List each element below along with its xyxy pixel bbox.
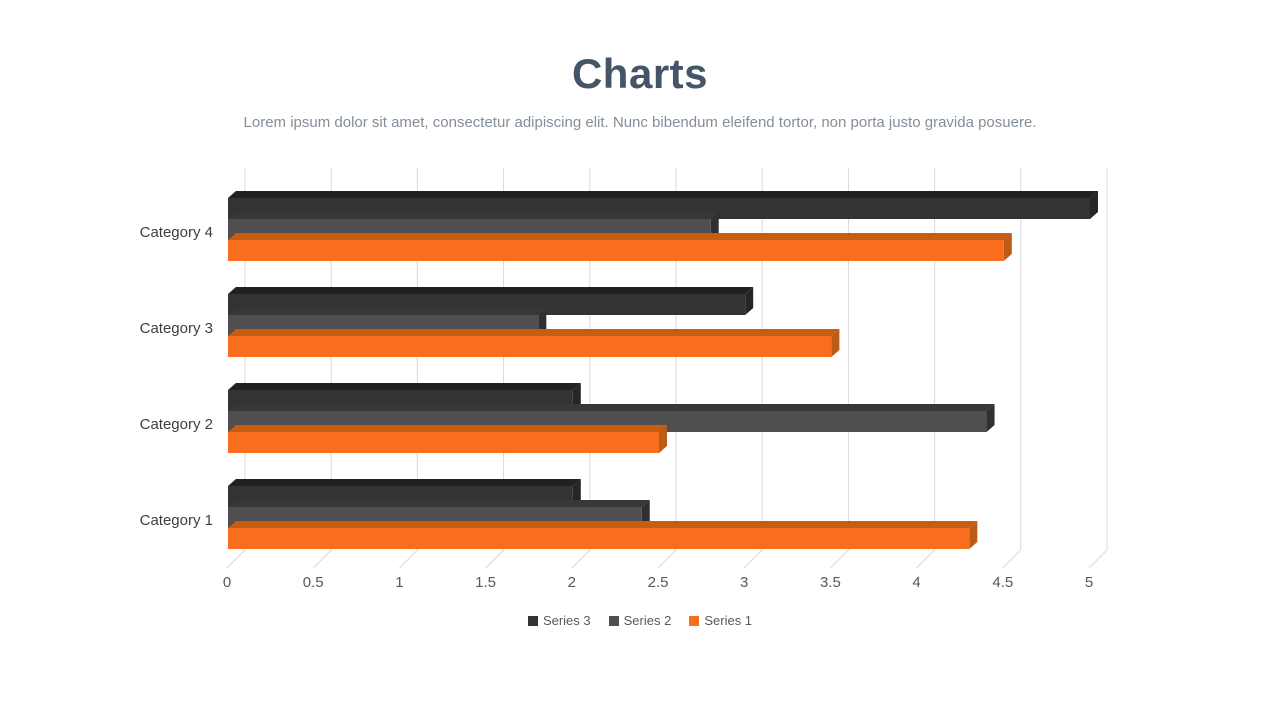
category-label: Category 4 bbox=[140, 224, 213, 241]
bar-series-2-cat-2-top bbox=[228, 404, 995, 411]
legend-label: Series 3 bbox=[542, 613, 591, 628]
bar-series-1-cat-0 bbox=[228, 240, 1004, 261]
bar-series-3-cat-2-top bbox=[228, 383, 581, 390]
bar-chart: 0 0.5 1 1.5 2 2.5 3 3.5 4 4.5 5 Category 4 Category … bbox=[0, 150, 1280, 605]
x-tick-label: 0 bbox=[223, 574, 231, 591]
bar-series-1-cat-2-top bbox=[228, 425, 667, 432]
bar-series-1-cat-3-top bbox=[228, 521, 978, 528]
category-label: Category 2 bbox=[140, 416, 213, 433]
chart-canvas: 0 0.5 1 1.5 2 2.5 3 3.5 4 4.5 5 Category 4 Category … bbox=[140, 168, 1108, 591]
gridline-foot bbox=[312, 549, 332, 569]
gridline-foot bbox=[743, 549, 763, 569]
x-tick-label: 0.5 bbox=[303, 574, 324, 591]
category-label: Category 3 bbox=[140, 320, 213, 337]
bar-series-3-cat-1-cap bbox=[745, 287, 754, 315]
x-tick-label: 1 bbox=[395, 574, 403, 591]
bar-series-1-cat-0-cap bbox=[1003, 233, 1012, 261]
bar-series-2-cat-0-top bbox=[228, 212, 719, 219]
gridline-foot bbox=[1088, 549, 1108, 569]
legend-swatch-icon bbox=[608, 615, 619, 626]
bar-series-2-cat-1-top bbox=[228, 308, 547, 315]
x-tick-label: 2 bbox=[568, 574, 576, 591]
gridline-foot bbox=[657, 549, 677, 569]
legend-swatch-icon bbox=[689, 615, 700, 626]
gridline-foot bbox=[1002, 549, 1022, 569]
legend-item-series-1: Series 1 bbox=[689, 613, 752, 628]
x-tick-label: 3 bbox=[740, 574, 748, 591]
x-tick-label: 2.5 bbox=[648, 574, 669, 591]
legend-label: Series 2 bbox=[623, 613, 672, 628]
gridline-foot bbox=[571, 549, 591, 569]
x-tick-label: 5 bbox=[1085, 574, 1093, 591]
bar-series-1-cat-0-top bbox=[228, 233, 1012, 240]
bar-series-3-cat-3-top bbox=[228, 479, 581, 486]
bar-series-1-cat-1-top bbox=[228, 329, 840, 336]
legend-item-series-2: Series 2 bbox=[608, 613, 672, 628]
bar-series-1-cat-3 bbox=[228, 528, 970, 549]
legend-label: Series 1 bbox=[704, 613, 753, 628]
bar-series-1-cat-3-cap bbox=[969, 521, 978, 549]
gridline-foot bbox=[916, 549, 935, 569]
bar-series-1-cat-1-cap bbox=[831, 329, 840, 357]
bar-series-1-cat-2-cap bbox=[659, 425, 667, 453]
page-title: Charts bbox=[571, 50, 709, 97]
gridline-foot bbox=[399, 549, 418, 569]
gridline-foot bbox=[485, 549, 504, 569]
bar-series-3-cat-0-top bbox=[228, 191, 1098, 198]
chart-legend: Series 3 Series 2 Series 1 bbox=[0, 613, 1280, 628]
x-tick-label: 4.5 bbox=[992, 574, 1013, 591]
x-tick-label: 3.5 bbox=[820, 574, 841, 591]
x-tick-label: 4 bbox=[912, 574, 920, 591]
bar-series-3-cat-0-cap bbox=[1090, 191, 1098, 219]
bar-series-1-cat-2 bbox=[228, 432, 659, 453]
legend-item-series-3: Series 3 bbox=[527, 613, 591, 628]
page-subtitle: Lorem ipsum dolor sit amet, consectetur … bbox=[243, 114, 1037, 131]
bar-series-2-cat-3-top bbox=[228, 500, 650, 507]
gridline-foot bbox=[830, 549, 849, 569]
legend-swatch-icon bbox=[527, 615, 538, 626]
category-label: Category 1 bbox=[140, 512, 213, 529]
x-tick-label: 1.5 bbox=[475, 574, 496, 591]
bar-series-3-cat-1-top bbox=[228, 287, 754, 294]
gridline-foot bbox=[226, 549, 246, 569]
bar-series-1-cat-1 bbox=[228, 336, 832, 357]
bar-series-2-cat-2-cap bbox=[986, 404, 995, 432]
